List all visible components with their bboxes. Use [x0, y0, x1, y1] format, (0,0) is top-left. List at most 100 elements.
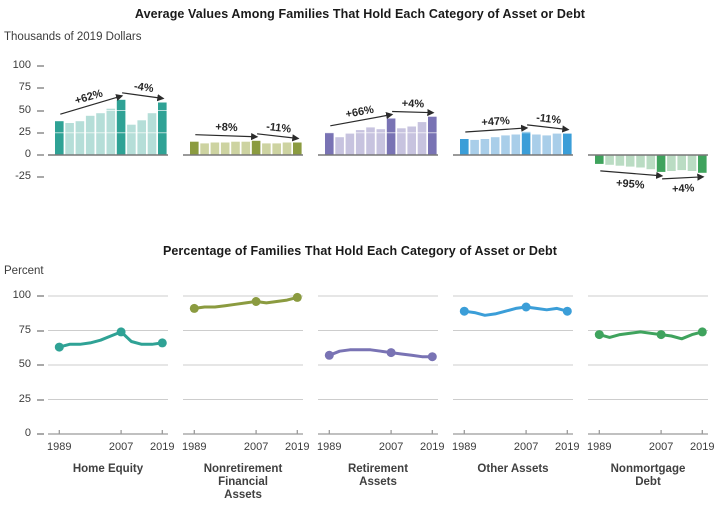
category-label-line: Nonretirement	[203, 463, 283, 475]
category-label-home-equity: Home Equity	[40, 463, 176, 476]
y-axis-tick-label: -25	[15, 170, 31, 183]
bar-2019	[698, 155, 707, 173]
y-axis-tick	[37, 364, 44, 366]
bar-1989	[55, 121, 64, 155]
bar-2001	[231, 141, 240, 155]
bar-chart-retirement-assets: +66% +4%	[318, 98, 438, 156]
x-axis-year-label: 1989	[182, 441, 207, 453]
y-axis-tick-label: 100	[12, 59, 31, 71]
bar-2019	[563, 133, 572, 155]
bar-2001	[636, 155, 645, 168]
bar-1992	[605, 155, 614, 165]
bar-1998	[85, 115, 95, 155]
y-axis-tick-label: 50	[18, 103, 31, 116]
category-label-line: Assets	[224, 489, 262, 501]
annotation-arrow	[195, 132, 259, 141]
x-axis-year-label: 1989	[452, 441, 477, 453]
bar-2004	[376, 129, 386, 155]
category-label-line: Debt	[635, 476, 661, 488]
bar-chart-other-assets: +47% -11%	[453, 110, 573, 156]
bar-2007	[251, 140, 261, 155]
bar-2001	[501, 135, 510, 155]
bar-2019	[158, 102, 167, 155]
x-axis-year-label: 2007	[108, 441, 134, 453]
y-axis-tick-label: 75	[18, 323, 31, 336]
bar-2016	[552, 133, 562, 155]
data-point-2007	[251, 297, 261, 306]
top-chart-title: Average Values Among Families That Hold …	[134, 7, 586, 21]
data-point-2007	[656, 330, 666, 340]
bar-1992	[65, 123, 74, 155]
x-axis-year-label: 2019	[150, 441, 175, 453]
annotation-arrow	[527, 124, 570, 133]
data-point-2007	[386, 348, 396, 358]
y-axis-tick	[37, 176, 44, 179]
top-axis-unit-label: Thousands of 2019 Dollars	[4, 31, 142, 43]
annotation-label: +62%	[74, 87, 105, 107]
y-axis-tick	[37, 295, 44, 297]
annotation-label: +66%	[345, 104, 375, 121]
bar-1995	[480, 139, 490, 155]
bar-2019	[293, 142, 302, 155]
x-axis-year-label: 2019	[555, 441, 580, 453]
bar-2004	[241, 141, 251, 155]
data-point-2007	[521, 302, 531, 312]
annotation-label: +95%	[616, 177, 646, 191]
bar-1998	[220, 142, 230, 155]
x-axis-year-label: 2007	[648, 441, 674, 453]
annotation-label: -4%	[133, 81, 154, 96]
y-axis-tick	[37, 329, 44, 332]
bar-1995	[210, 142, 220, 155]
bar-1989	[190, 141, 199, 155]
y-axis-tick-label: 25	[18, 392, 31, 405]
y-axis-tick-label: 0	[24, 427, 31, 439]
bar-2013	[677, 155, 686, 171]
data-point-2019	[157, 338, 167, 348]
bar-2007	[521, 131, 531, 155]
data-point-1989	[459, 306, 469, 316]
data-point-1989	[324, 350, 334, 360]
x-axis-year-label: 2007	[513, 441, 539, 453]
trend-line	[327, 348, 434, 359]
annotation-label: +47%	[481, 115, 510, 129]
y-axis-tick	[37, 154, 44, 156]
bar-2013	[272, 143, 281, 155]
bar-2001	[366, 127, 375, 155]
bottom-chart-title: Percentage of Families That Hold Each Ca…	[162, 244, 558, 258]
bar-2007	[116, 99, 126, 155]
bar-1998	[490, 137, 500, 155]
y-axis-tick-label: 0	[24, 148, 31, 160]
bar-chart-nonmortgage-debt: +95% +4%	[588, 110, 708, 195]
category-label-nonmortgage-debt: Nonmortgage Debt	[580, 463, 716, 489]
bar-1992	[200, 143, 209, 155]
annotation-arrow	[392, 108, 435, 117]
category-label-retirement-assets: Retirement Assets	[310, 463, 446, 489]
bar-2004	[106, 108, 116, 155]
annotation-label: -11%	[535, 112, 562, 127]
annotation-arrow	[257, 133, 300, 142]
bar-2016	[147, 113, 157, 155]
bar-2004	[511, 134, 521, 155]
bar-2010	[127, 124, 136, 155]
y-axis-tick-label: 50	[18, 358, 31, 370]
bar-1989	[325, 132, 334, 156]
annotation-label: -11%	[265, 121, 292, 136]
annotation-label: +8%	[215, 121, 238, 134]
data-point-2019	[292, 292, 302, 302]
annotation-arrow	[662, 173, 705, 181]
bar-1989	[595, 155, 604, 164]
data-point-2007	[116, 327, 126, 337]
x-axis-year-label: 1989	[317, 441, 342, 453]
y-axis-tick	[37, 433, 44, 435]
annotation-label: +4%	[672, 182, 695, 195]
y-axis-tick	[37, 131, 44, 134]
x-axis-year-label: 2019	[690, 441, 715, 453]
bar-1995	[345, 133, 355, 155]
category-label-line: Financial	[218, 476, 268, 488]
y-axis-tick	[37, 398, 44, 401]
bar-2010	[262, 143, 271, 155]
category-label-nonretirement-financial-assets: Nonretirement Financial Assets	[175, 463, 311, 502]
bar-1995	[615, 155, 625, 166]
bar-2007	[386, 118, 396, 155]
